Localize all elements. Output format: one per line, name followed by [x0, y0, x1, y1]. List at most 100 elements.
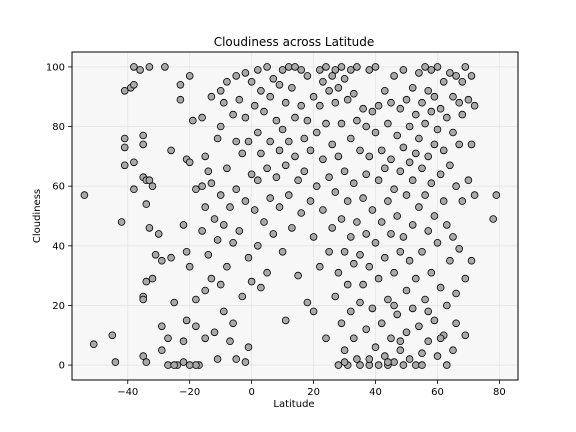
data-point: [340, 358, 349, 366]
y-tick-label: 100: [46, 62, 65, 73]
data-point: [319, 78, 327, 86]
data-point: [455, 245, 464, 253]
data-point: [452, 319, 460, 328]
data-point: [331, 66, 340, 74]
data-point: [145, 176, 154, 185]
data-point: [232, 355, 241, 363]
data-point: [80, 191, 89, 199]
data-point: [130, 81, 138, 89]
data-point: [300, 134, 309, 143]
data-point: [411, 110, 420, 119]
data-point: [185, 158, 194, 167]
data-point: [182, 248, 191, 256]
data-point: [365, 152, 374, 161]
data-point: [446, 161, 454, 170]
data-point: [189, 116, 197, 125]
data-point: [325, 173, 333, 182]
data-point: [207, 274, 216, 283]
data-point: [421, 295, 429, 304]
data-point: [349, 179, 358, 188]
data-point: [424, 337, 433, 346]
data-point: [192, 295, 200, 304]
data-point: [377, 319, 386, 328]
data-point: [266, 137, 275, 146]
data-point: [117, 218, 126, 226]
data-point: [442, 361, 451, 369]
data-point: [356, 298, 364, 307]
data-point: [492, 191, 501, 199]
data-point: [353, 218, 361, 226]
data-point: [275, 146, 284, 155]
data-point: [449, 92, 457, 101]
data-point: [390, 72, 398, 80]
y-tick-label: 80: [52, 122, 65, 133]
data-point: [393, 310, 402, 319]
data-point: [356, 361, 364, 369]
data-point: [260, 107, 268, 116]
data-point: [346, 134, 355, 143]
data-point: [220, 98, 228, 107]
data-point: [266, 194, 275, 202]
data-point: [346, 307, 355, 316]
data-point: [220, 307, 228, 316]
data-point: [142, 277, 151, 286]
data-point: [201, 286, 210, 295]
data-point: [340, 167, 349, 176]
data-point: [337, 119, 346, 128]
data-point: [467, 72, 476, 80]
data-point: [216, 87, 225, 95]
data-point: [380, 253, 389, 262]
data-point: [204, 251, 213, 259]
data-point: [179, 221, 188, 229]
data-point: [275, 203, 284, 211]
data-point: [446, 69, 454, 77]
data-point: [359, 194, 367, 202]
data-point: [325, 248, 333, 256]
data-point: [337, 215, 346, 223]
data-point: [232, 137, 241, 146]
data-point: [235, 227, 244, 235]
data-point: [120, 143, 129, 152]
data-point: [148, 274, 157, 283]
data-point: [356, 146, 364, 155]
data-point: [216, 191, 225, 199]
data-point: [176, 81, 185, 89]
data-point: [201, 203, 210, 211]
data-point: [294, 176, 302, 185]
data-point: [315, 66, 324, 74]
data-point: [334, 361, 343, 369]
data-point: [455, 140, 464, 149]
data-point: [232, 185, 241, 194]
data-point: [371, 63, 380, 71]
data-point: [167, 253, 175, 262]
data-point: [241, 113, 250, 122]
data-point: [408, 176, 417, 185]
data-point: [281, 98, 290, 107]
data-point: [384, 197, 392, 205]
data-point: [393, 131, 402, 140]
data-point: [399, 361, 408, 369]
data-point: [430, 212, 439, 220]
y-tick-label: 0: [59, 361, 65, 372]
data-point: [312, 128, 321, 137]
data-point: [433, 63, 442, 71]
data-point: [442, 113, 451, 122]
x-tick-label: −40: [117, 387, 138, 398]
data-point: [241, 197, 250, 205]
data-point: [353, 355, 361, 363]
data-point: [130, 63, 138, 71]
data-point: [226, 337, 234, 346]
data-point: [402, 95, 411, 104]
data-point: [238, 292, 247, 301]
data-point: [247, 277, 256, 286]
data-point: [368, 304, 377, 313]
x-axis-label: Latitude: [273, 399, 314, 410]
data-point: [291, 63, 299, 71]
data-point: [250, 206, 259, 214]
data-point: [380, 87, 389, 95]
data-point: [325, 87, 333, 95]
data-point: [455, 98, 464, 107]
data-point: [362, 170, 371, 179]
data-point: [396, 104, 405, 113]
data-point: [253, 128, 262, 137]
